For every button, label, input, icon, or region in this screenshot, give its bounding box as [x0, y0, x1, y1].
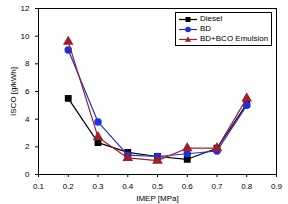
svg-text:0.7: 0.7	[211, 182, 223, 191]
svg-text:0.4: 0.4	[122, 182, 134, 191]
svg-text:ISCO [g/kWh]: ISCO [g/kWh]	[9, 67, 18, 116]
svg-text:0.6: 0.6	[182, 182, 194, 191]
svg-text:0.2: 0.2	[63, 182, 75, 191]
svg-text:IMEP [MPa]: IMEP [MPa]	[136, 194, 179, 203]
html-text:BD+BCO Emulsion: BD+BCO Emulsion	[200, 34, 269, 43]
html-text:Diesel: Diesel	[200, 14, 223, 23]
svg-text:0.9: 0.9	[271, 182, 283, 191]
svg-text:0.8: 0.8	[241, 182, 253, 191]
svg-text:0.3: 0.3	[92, 182, 104, 191]
svg-text:6: 6	[25, 87, 30, 96]
svg-text:4: 4	[25, 115, 30, 124]
svg-text:0.5: 0.5	[152, 182, 164, 191]
svg-text:12: 12	[21, 4, 30, 13]
svg-text:2: 2	[25, 142, 30, 151]
svg-text:10: 10	[21, 32, 30, 41]
svg-text:8: 8	[25, 59, 30, 68]
svg-text:0: 0	[25, 170, 30, 179]
svg-text:0.1: 0.1	[33, 182, 45, 191]
html-text:BD: BD	[200, 24, 212, 33]
